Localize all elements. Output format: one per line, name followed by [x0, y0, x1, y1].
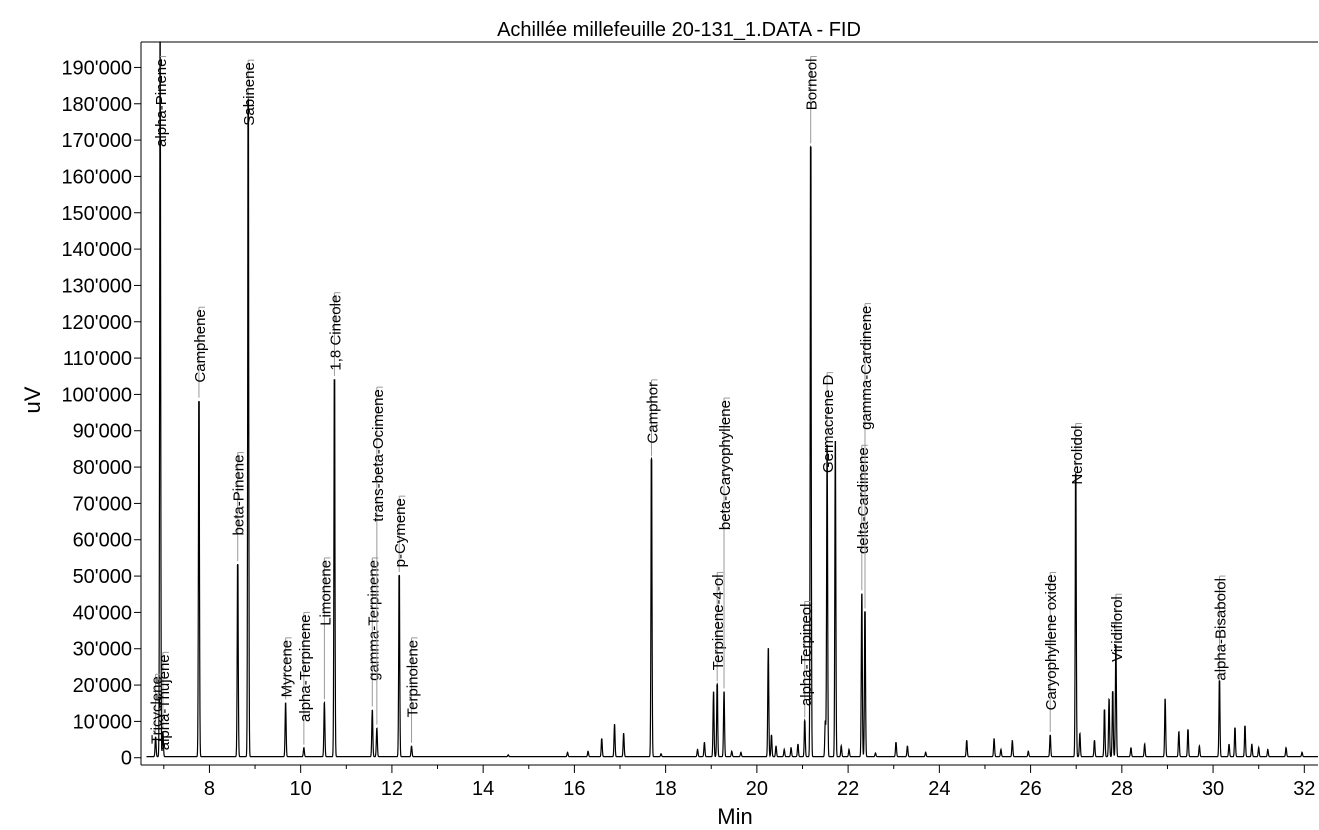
peak-label: Caryophyllene oxide — [1043, 574, 1060, 710]
x-tick-label: 32 — [1293, 778, 1315, 800]
y-tick-label: 120'000 — [61, 312, 132, 334]
peak-label: Germacrene D — [820, 374, 837, 473]
peak-label-group: beta-Caryophyllene — [717, 397, 734, 689]
peak-label: gamma-Cardinene — [858, 306, 875, 430]
peak-label-group: Myrcene — [279, 637, 296, 700]
y-tick-label: 180'000 — [61, 94, 132, 116]
peak-label: Nerolidol — [1069, 425, 1086, 484]
peak-label: Terpinene-4-ol — [710, 574, 727, 670]
peak-label: Terpinolene — [405, 640, 422, 718]
x-tick-label: 22 — [837, 778, 859, 800]
y-tick-label: 150'000 — [61, 203, 132, 225]
peak-label-group: Viridiflorol — [1109, 593, 1126, 662]
peak-label-group: alpha-Terpineol — [798, 601, 815, 718]
chromatogram-trace — [146, 41, 1318, 758]
y-tick-label: 110'000 — [63, 348, 132, 370]
peak-label: Camphene — [192, 309, 209, 382]
peak-label-group: Terpinene-4-ol — [710, 571, 727, 682]
peak-label: alpha-Bisabolol — [1212, 578, 1229, 681]
peak-label-group: Limonene — [317, 557, 334, 700]
peak-label: alpha-Terpineol — [798, 604, 815, 707]
y-tick-label: 70'000 — [73, 493, 132, 515]
peak-label-group: Tricyclene — [149, 673, 166, 744]
x-axis-label: Min — [717, 804, 752, 829]
y-axis-label: uV — [20, 386, 45, 413]
x-axis-ticks: 8 10 12 14 16 18 20 22 24 26 28 30 32 — [163, 765, 1315, 800]
peak-label: beta-Caryophyllene — [717, 400, 734, 530]
x-tick-label: 28 — [1111, 778, 1133, 800]
x-tick-label: 20 — [746, 778, 768, 800]
y-tick-label: 130'000 — [61, 275, 132, 297]
peak-label-group: alpha-Bisabolol — [1212, 575, 1229, 681]
peak-label-group: alpha-Thujene — [156, 651, 173, 750]
peak-label-group: p-Cymene — [392, 495, 409, 573]
y-tick-label: 60'000 — [73, 530, 132, 552]
peak-label-group: Camphene — [192, 306, 209, 398]
peak-label: Viridiflorol — [1109, 596, 1126, 662]
peak-label: beta-Pinene — [231, 455, 248, 536]
y-tick-label: 160'000 — [61, 166, 132, 188]
peak-label-group: Sabinene — [241, 59, 258, 126]
y-tick-label: 30'000 — [73, 639, 132, 661]
peak-label: Tricyclene — [149, 676, 166, 744]
peak-label-group: Terpinolene — [405, 637, 422, 743]
y-tick-label: 80'000 — [73, 457, 132, 479]
peak-label-group: delta-Cardinene — [855, 444, 872, 591]
peak-label: trans-beta-Ocimene — [370, 389, 387, 522]
y-tick-label: 0 — [121, 748, 132, 770]
peak-label-group: gamma-Terpinene — [365, 557, 382, 707]
peak-label: alpha-Thujene — [156, 654, 173, 750]
x-tick-label: 16 — [563, 778, 585, 800]
y-tick-label: 100'000 — [61, 384, 132, 406]
peak-label-group: gamma-Cardinene — [858, 303, 875, 609]
peak-label: p-Cymene — [392, 498, 409, 567]
peak-label-group: alpha-Pinene — [153, 56, 170, 147]
peak-label: Camphor — [644, 382, 661, 444]
peak-label: Limonene — [317, 560, 334, 626]
y-tick-label: 10'000 — [73, 711, 132, 733]
peak-label-group: beta-Pinene — [231, 452, 248, 562]
peak-label-group: 1,8 Cineole — [327, 292, 344, 376]
x-tick-label: 18 — [655, 778, 677, 800]
peak-label-group: Borneol — [804, 56, 821, 144]
y-tick-label: 20'000 — [73, 675, 132, 697]
peak-label-group: Nerolidol — [1069, 422, 1086, 485]
peak-label-group: Germacrene D — [820, 372, 837, 473]
y-tick-label: 40'000 — [73, 602, 132, 624]
y-tick-label: 170'000 — [61, 130, 132, 152]
x-tick-label: 12 — [381, 778, 403, 800]
y-axis-ticks: 0 10'000 20'000 30'000 40'000 50'000 60'000 70'… — [61, 57, 141, 770]
peak-label-group: Camphor — [644, 379, 661, 456]
chart-title: Achillée millefeuille 20-131_1.DATA - FI… — [497, 19, 861, 41]
peak-label: delta-Cardinene — [855, 447, 872, 554]
x-tick-label: 24 — [928, 778, 950, 800]
y-tick-label: 140'000 — [61, 239, 132, 261]
x-tick-label: 10 — [290, 778, 312, 800]
peak-label-group: Caryophyllene oxide — [1043, 571, 1060, 732]
peak-label: gamma-Terpinene — [365, 560, 382, 681]
peak-label: Borneol — [804, 59, 821, 111]
peak-label: 1,8 Cineole — [327, 295, 344, 371]
peak-label: Sabinene — [241, 62, 258, 125]
x-tick-label: 14 — [472, 778, 494, 800]
y-tick-label: 90'000 — [73, 421, 132, 443]
peak-label-group: alpha-Terpinene — [297, 611, 314, 745]
peak-label: Myrcene — [279, 640, 296, 698]
trace-layer — [146, 41, 1318, 758]
peak-label: alpha-Terpinene — [297, 614, 314, 722]
peak-label: alpha-Pinene — [153, 59, 170, 147]
x-tick-label: 30 — [1202, 778, 1224, 800]
y-tick-label: 50'000 — [73, 566, 132, 588]
x-tick-label: 26 — [1019, 778, 1041, 800]
x-tick-label: 8 — [204, 778, 215, 800]
y-tick-label: 190'000 — [61, 57, 132, 79]
peak-label-group: trans-beta-Ocimene — [370, 386, 387, 725]
